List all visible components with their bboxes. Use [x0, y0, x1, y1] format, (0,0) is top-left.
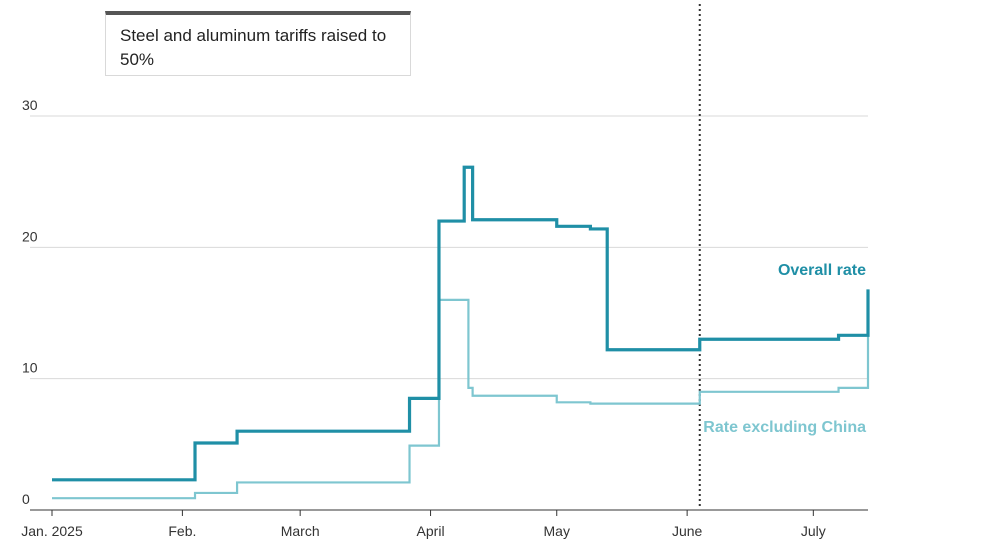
- y-tick-label: 30: [22, 97, 38, 113]
- series: [52, 165, 870, 500]
- series-line-overall: [52, 165, 870, 482]
- y-tick-label: 20: [22, 228, 38, 244]
- gridlines: [30, 115, 868, 511]
- x-tick-label: March: [281, 523, 320, 539]
- series-label-overall: Overall rate: [778, 262, 866, 279]
- x-axis-ticks: Jan. 2025 Feb. March April May June July: [21, 510, 826, 539]
- series-line-ex-china: [52, 298, 870, 500]
- x-tick-label: June: [672, 523, 703, 539]
- annotation-text: Steel and aluminum tariffs raised to 50%: [120, 26, 387, 69]
- annotation-box: Steel and aluminum tariffs raised to 50%: [105, 11, 411, 76]
- x-tick-label: April: [417, 523, 445, 539]
- x-tick-label: Feb.: [168, 523, 196, 539]
- series-label-ex-china: Rate excluding China: [703, 419, 866, 436]
- x-tick-label: July: [801, 523, 826, 539]
- y-tick-label: 10: [22, 360, 38, 376]
- x-tick-label: May: [544, 523, 570, 539]
- y-axis-ticks: 0 10 20 30: [22, 97, 38, 507]
- x-tick-label: Jan. 2025: [21, 523, 83, 539]
- y-tick-label: 0: [22, 491, 30, 507]
